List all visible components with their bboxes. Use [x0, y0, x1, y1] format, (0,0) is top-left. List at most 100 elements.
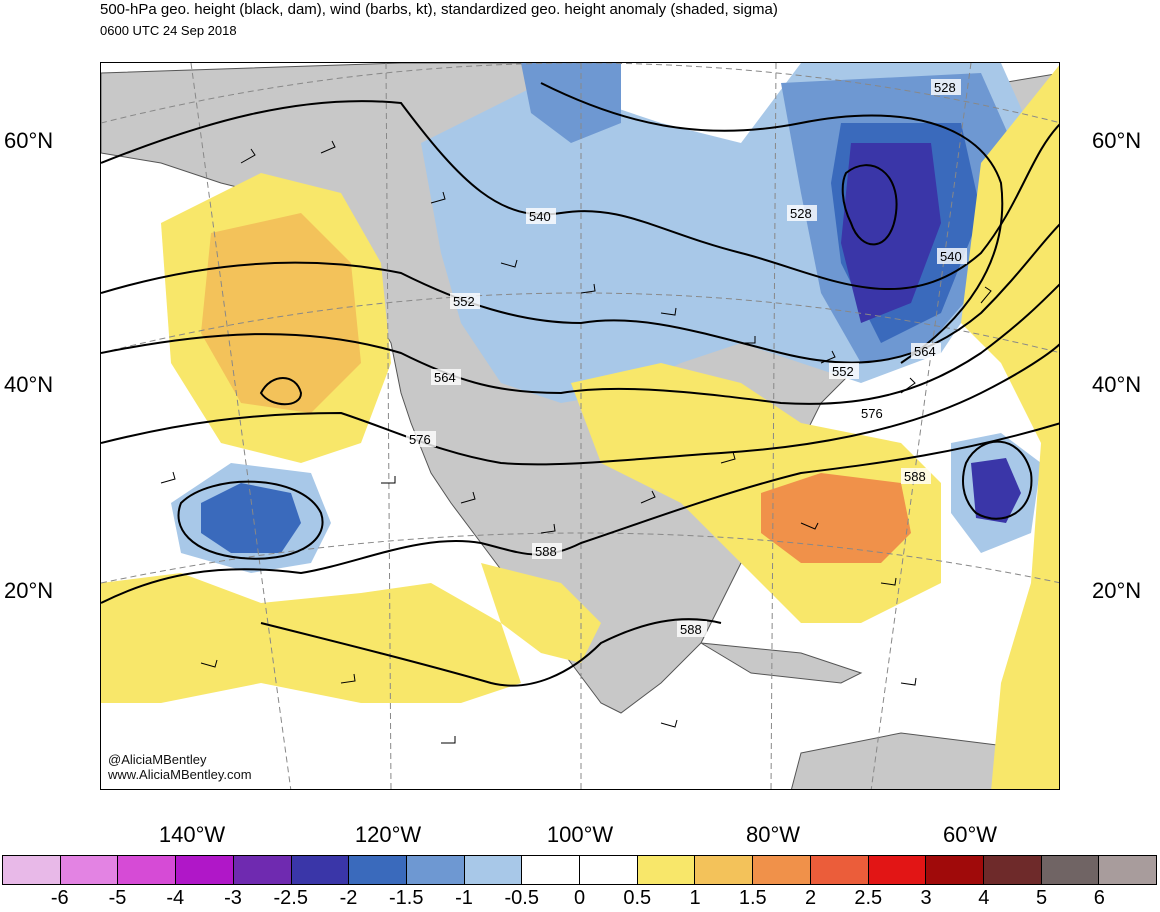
contour-label: 540	[529, 209, 551, 224]
contour-528-low	[841, 164, 898, 246]
contour-label: 588	[535, 544, 557, 559]
weather-map: 528 528 540 540 552 552 564 564 576 576 …	[101, 63, 1059, 789]
contour-label: 588	[904, 469, 926, 484]
wind-barb	[500, 259, 518, 268]
colorbar-swatch	[406, 856, 465, 884]
colorbar-label: -2.5	[273, 887, 308, 909]
contour-low-pacific	[177, 480, 324, 560]
credit-handle: @AliciaMBentley	[108, 752, 207, 767]
pos-anomaly-east-us-core	[761, 473, 911, 563]
colorbar-swatch	[1099, 856, 1157, 884]
wind-barb	[741, 336, 756, 344]
neg-anomaly-atlantic-core	[971, 458, 1021, 523]
wind-barb	[880, 577, 897, 586]
lat-label-40n-left: 40°N	[4, 372, 54, 397]
contour-label: 552	[453, 294, 475, 309]
contour-label: 528	[790, 206, 812, 221]
colorbar-swatch	[522, 856, 581, 884]
lat-label-40n-right: 40°N	[1092, 372, 1142, 397]
height-contours	[101, 82, 1059, 687]
contour-576	[101, 343, 1059, 466]
contour-label: 528	[934, 80, 956, 95]
colorbar-label: 4	[978, 887, 990, 909]
colorbar-swatch	[580, 856, 638, 884]
colorbar-swatch	[349, 856, 407, 884]
contour-552	[101, 223, 1059, 364]
lat-label-60n-left: 60°N	[4, 128, 54, 153]
wind-barb	[980, 286, 992, 304]
wind-barb	[320, 140, 336, 154]
lat-label-20n-right: 20°N	[1092, 578, 1142, 603]
wind-barb	[340, 673, 356, 684]
colorbar-swatch	[3, 856, 61, 884]
colorbar-label: 5	[1035, 887, 1048, 909]
contour-label: 564	[914, 344, 936, 359]
pos-anomaly-mexico	[481, 563, 601, 663]
wind-barb	[441, 736, 456, 744]
lat-label-60n-right: 60°N	[1092, 128, 1142, 153]
contour-540	[101, 100, 1059, 290]
contour-label: 576	[861, 406, 883, 421]
wind-barb	[430, 191, 446, 204]
contour-564	[101, 283, 1059, 405]
wind-barb	[200, 659, 218, 668]
contour-label: 540	[940, 249, 962, 264]
colorbar-label: 1.5	[738, 887, 767, 909]
neg-anomaly-hudson	[521, 63, 621, 143]
contour-588-south	[260, 618, 722, 687]
colorbar-label: 0	[573, 887, 586, 909]
colorbar-label: -5	[108, 887, 127, 909]
colorbar-label: 2	[804, 887, 817, 909]
wind-barb	[800, 522, 819, 530]
neg-anomaly-pacific-core	[201, 483, 301, 553]
colorbar-label: -4	[166, 887, 185, 909]
colorbar-label: -0.5	[504, 887, 539, 909]
contour-labels: 528 528 540 540 552 552 564 564 576 576 …	[406, 79, 967, 637]
colorbar-label: 2.5	[854, 887, 883, 909]
map-title: 500-hPa geo. height (black, dam), wind (…	[100, 1, 778, 18]
colorbar-swatch	[810, 856, 869, 884]
contour-high-ne-pacific	[259, 377, 303, 406]
wind-barb	[640, 490, 656, 504]
colorbar-swatch	[868, 856, 927, 884]
lon-label-60w: 60°W	[942, 822, 998, 847]
wind-barb	[580, 283, 596, 294]
wind-barb	[160, 471, 176, 484]
colorbar-swatch	[1041, 856, 1100, 884]
colorbar-swatch	[291, 856, 350, 884]
colorbar-swatch	[464, 856, 523, 884]
colorbar-label: -2	[339, 887, 358, 909]
colorbar-label: -1	[455, 887, 473, 909]
colorbar-label: -1.5	[389, 887, 424, 909]
colorbar-swatch	[926, 856, 984, 884]
wind-barb	[900, 677, 917, 686]
wind-barb	[820, 350, 836, 364]
wind-barb	[660, 307, 677, 316]
wind-barb	[460, 491, 476, 504]
credit-website: www.AliciaMBentley.com	[108, 767, 252, 782]
colorbar-swatch	[637, 856, 696, 884]
caribbean-land	[700, 642, 863, 684]
colorbar-label: 3	[920, 887, 932, 909]
lon-label-100w: 100°W	[546, 822, 614, 847]
colorbar-swatch	[176, 856, 234, 884]
south-america-land	[791, 732, 1059, 789]
map-panel: 528 528 540 540 552 552 564 564 576 576 …	[100, 62, 1060, 790]
wind-barb	[381, 476, 396, 484]
colorbar-swatch	[695, 856, 754, 884]
contour-label: 588	[680, 622, 702, 637]
colorbar-label: 1	[689, 887, 701, 909]
contour-label: 564	[434, 370, 456, 385]
contour-label: 552	[832, 364, 854, 379]
colorbar-label: 0.5	[623, 887, 652, 909]
colorbar-swatch	[983, 856, 1042, 884]
colorbar-swatch	[60, 856, 119, 884]
wind-barb	[900, 377, 916, 394]
lon-label-80w: 80°W	[745, 822, 801, 847]
lon-label-140w: 140°W	[158, 822, 226, 847]
colorbar-label: -3	[224, 887, 242, 909]
wind-barbs	[160, 140, 992, 744]
lon-label-120w: 120°W	[354, 822, 422, 847]
colorbar-label: 6	[1093, 887, 1105, 909]
colorbar-label: -6	[50, 887, 69, 909]
